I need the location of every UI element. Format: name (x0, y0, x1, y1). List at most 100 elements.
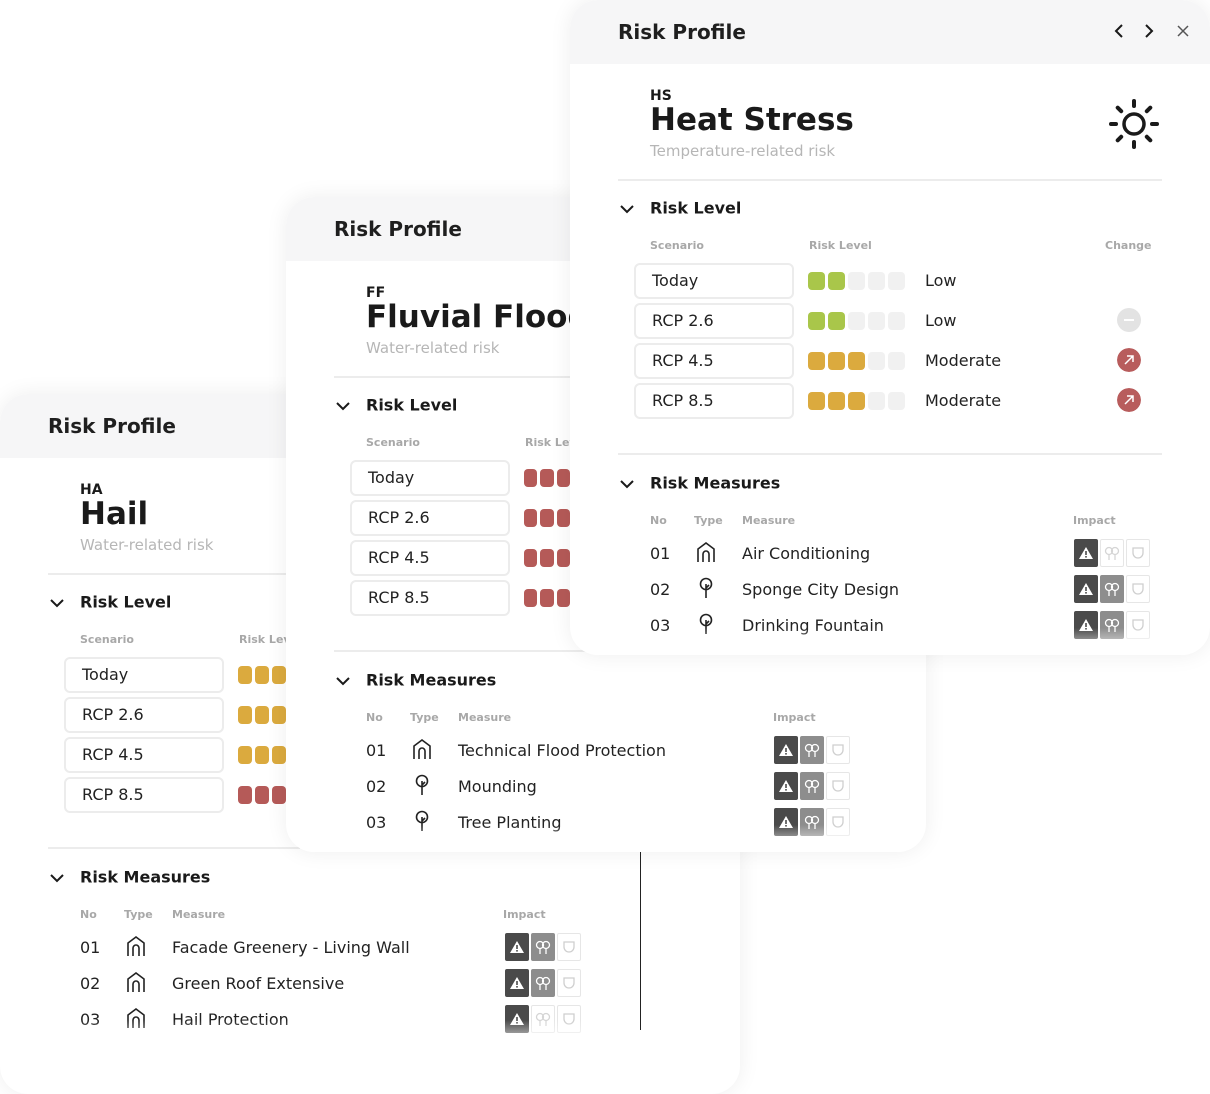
risk-measures-section-toggle[interactable]: Risk Measures (48, 867, 210, 887)
risk-level-section-toggle[interactable]: Risk Level (48, 592, 171, 612)
impact-indicators (505, 969, 583, 997)
col-impact: Impact (1073, 514, 1116, 527)
scenario-label: RCP 8.5 (368, 588, 430, 607)
measure-name[interactable]: Sponge City Design (742, 580, 900, 599)
chevron-right-icon[interactable] (1140, 22, 1158, 40)
divider (334, 376, 574, 378)
col-no: No (80, 908, 97, 921)
scenario-pill[interactable]: Today (64, 657, 224, 693)
shield-icon (557, 969, 581, 997)
trees-icon (531, 969, 555, 997)
shield-icon (1126, 539, 1150, 567)
risk-profile-panel-heat-stress: Risk Profile HS Heat Stress Temperature-… (570, 0, 1210, 655)
scenario-pill[interactable]: RCP 8.5 (350, 580, 510, 616)
trees-icon (1100, 539, 1124, 567)
scenario-pill[interactable]: RCP 4.5 (350, 540, 510, 576)
risk-category: Water-related risk (366, 339, 500, 357)
scenario-pill[interactable]: RCP 8.5 (634, 383, 794, 419)
risk-code: FF (366, 285, 386, 301)
warning-icon (774, 736, 798, 764)
arrow-up-right-icon (1117, 388, 1141, 412)
home-icon (127, 936, 145, 956)
risk-level-section-toggle[interactable]: Risk Level (334, 395, 457, 415)
shield-icon (1126, 575, 1150, 603)
risk-measures-section-toggle[interactable]: Risk Measures (618, 473, 780, 493)
risk-category: Temperature-related risk (650, 142, 836, 160)
divider (618, 179, 1162, 181)
impact-indicators (505, 933, 583, 961)
col-no: No (650, 514, 667, 527)
measure-name[interactable]: Facade Greenery - Living Wall (172, 938, 410, 957)
section-label: Risk Measures (80, 867, 211, 887)
warning-icon (774, 772, 798, 800)
risk-level-bar (238, 786, 286, 804)
section-label: Risk Measures (650, 473, 781, 493)
measure-name[interactable]: Mounding (458, 777, 537, 796)
col-change: Change (1105, 239, 1152, 252)
risk-level-bar (808, 272, 905, 290)
measure-no: 02 (80, 974, 101, 993)
risk-level-bar (524, 509, 570, 527)
sun-icon (1109, 99, 1159, 149)
measure-no: 02 (366, 777, 387, 796)
chevron-left-icon[interactable] (1110, 22, 1128, 40)
home-icon (127, 1008, 145, 1028)
chevron-down-icon (336, 676, 350, 685)
section-label: Risk Level (80, 592, 172, 612)
risk-level-bar (808, 392, 905, 410)
measure-name[interactable]: Green Roof Extensive (172, 974, 345, 993)
col-risk-level: Risk Lev (239, 633, 286, 646)
scenario-pill[interactable]: RCP 2.6 (64, 697, 224, 733)
warning-icon (1074, 539, 1098, 567)
home-icon (413, 739, 431, 759)
col-measure: Measure (458, 711, 512, 724)
risk-name: Fluvial Flood (366, 299, 590, 335)
divider (334, 650, 586, 652)
risk-name: Heat Stress (650, 102, 854, 138)
col-impact: Impact (503, 908, 546, 921)
scenario-label: RCP 4.5 (652, 351, 714, 370)
scenario-pill[interactable]: RCP 2.6 (350, 500, 510, 536)
chevron-down-icon (50, 873, 64, 882)
warning-icon (1074, 575, 1098, 603)
risk-level-label: Moderate (925, 351, 1002, 370)
risk-name: Hail (80, 496, 149, 532)
scenario-pill[interactable]: RCP 2.6 (634, 303, 794, 339)
scenario-pill[interactable]: Today (350, 460, 510, 496)
col-scenario: Scenario (80, 633, 134, 646)
col-no: No (366, 711, 383, 724)
scenario-pill[interactable]: RCP 4.5 (634, 343, 794, 379)
risk-level-label: Moderate (925, 391, 1002, 410)
col-type: Type (694, 514, 723, 527)
scenario-pill[interactable]: Today (634, 263, 794, 299)
col-type: Type (124, 908, 153, 921)
tree-icon (415, 774, 429, 795)
impact-indicators (1074, 539, 1152, 567)
col-scenario: Scenario (650, 239, 704, 252)
measure-name[interactable]: Air Conditioning (742, 544, 871, 563)
scroll-fade (0, 1020, 740, 1050)
col-risk-level: Risk Level (809, 239, 872, 252)
close-icon[interactable] (1174, 22, 1192, 40)
risk-level-bar (524, 549, 570, 567)
risk-measures-section-toggle[interactable]: Risk Measures (334, 670, 496, 690)
divider (48, 573, 308, 575)
measure-no: 01 (366, 741, 387, 760)
measure-name[interactable]: Technical Flood Protection (458, 741, 666, 760)
risk-level-section-toggle[interactable]: Risk Level (618, 198, 741, 218)
scenario-label: Today (82, 665, 129, 684)
scenario-pill[interactable]: RCP 4.5 (64, 737, 224, 773)
trees-icon (800, 736, 824, 764)
warning-icon (505, 969, 529, 997)
impact-indicators (774, 772, 852, 800)
scenario-pill[interactable]: RCP 8.5 (64, 777, 224, 813)
panel-title: Risk Profile (334, 217, 462, 241)
home-icon (127, 972, 145, 992)
measure-no: 01 (650, 544, 671, 563)
risk-level-bar (238, 746, 286, 764)
chevron-down-icon (620, 204, 634, 213)
divider-line (640, 852, 641, 1030)
measure-no: 02 (650, 580, 671, 599)
tree-icon (415, 810, 429, 831)
scroll-fade (570, 628, 1210, 655)
